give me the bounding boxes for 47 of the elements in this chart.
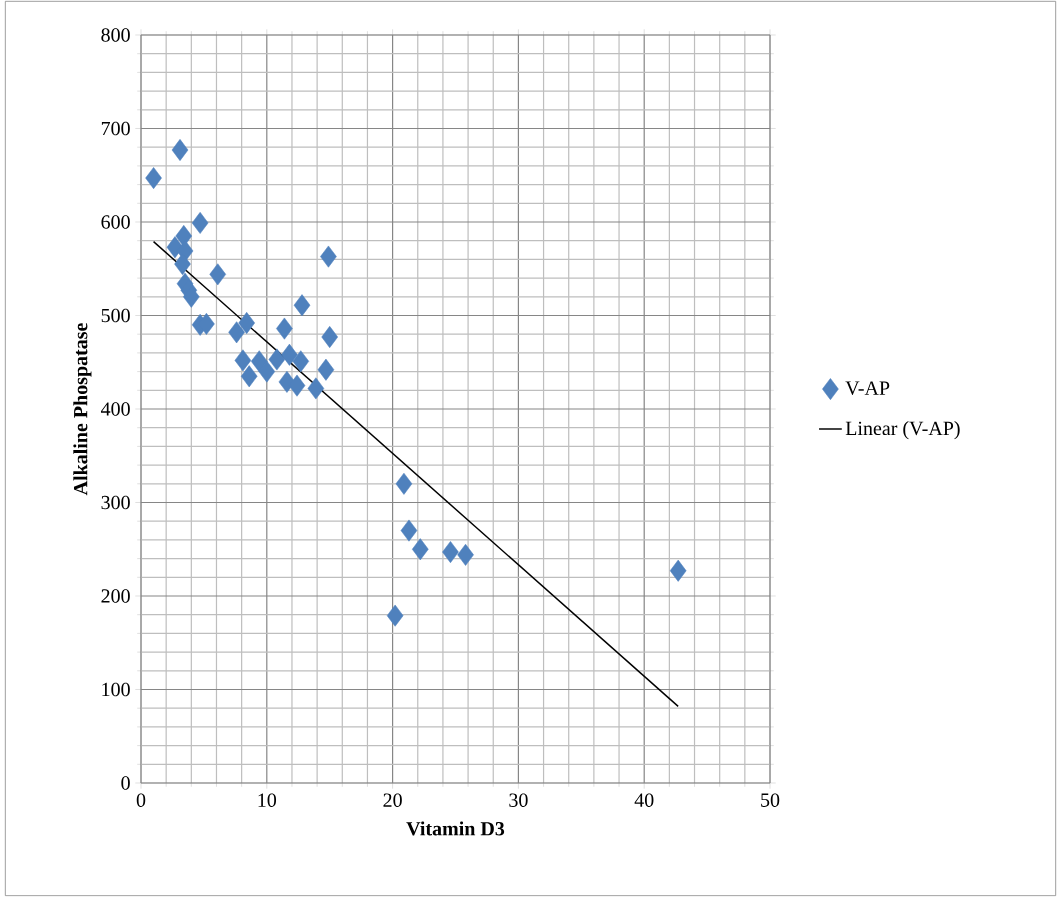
- y-tick-label: 700: [101, 121, 130, 136]
- point: [321, 326, 338, 348]
- point: [171, 139, 189, 161]
- y-axis-title: Alkaline Phospatase: [73, 323, 92, 496]
- y-tick-label: 600: [101, 215, 130, 229]
- point: [258, 360, 276, 383]
- y-tick-label: 200: [101, 589, 130, 603]
- point: [209, 263, 227, 286]
- point: [442, 541, 459, 563]
- x-tick-label: 20: [383, 793, 402, 807]
- x-axis-title: Vitamin D3: [406, 821, 505, 836]
- point: [276, 317, 293, 340]
- point: [292, 350, 310, 373]
- legend-label: V-AP: [845, 381, 890, 395]
- point: [145, 167, 162, 189]
- y-tick-label: 300: [101, 495, 130, 510]
- x-tick-label: 50: [761, 793, 780, 807]
- point: [234, 349, 252, 372]
- point: [191, 212, 209, 234]
- x-tick-label: 30: [509, 793, 528, 807]
- point: [228, 321, 245, 344]
- point: [386, 604, 404, 627]
- x-tick-label: 40: [634, 793, 654, 807]
- point: [317, 358, 335, 381]
- point: [400, 519, 418, 542]
- point: [238, 312, 255, 334]
- x-tick-label: 10: [258, 793, 277, 807]
- point: [174, 253, 191, 276]
- point: [457, 543, 474, 566]
- point: [288, 374, 306, 397]
- y-tick-label: 400: [101, 402, 130, 416]
- y-tick-label: 100: [102, 682, 130, 697]
- point: [307, 377, 325, 400]
- y-tick-label: 800: [101, 28, 130, 42]
- point: [281, 343, 298, 366]
- y-tick-label: 0: [121, 776, 130, 790]
- x-tick-label: 0: [136, 793, 146, 807]
- point: [320, 245, 337, 268]
- point: [412, 538, 429, 561]
- point: [293, 294, 311, 317]
- point: [669, 559, 687, 582]
- point: [250, 350, 268, 373]
- y-tick-label: 500: [101, 308, 130, 323]
- legend-label: Linear (V-AP): [845, 421, 960, 440]
- point: [268, 348, 286, 371]
- point: [395, 472, 413, 495]
- point: [240, 365, 258, 388]
